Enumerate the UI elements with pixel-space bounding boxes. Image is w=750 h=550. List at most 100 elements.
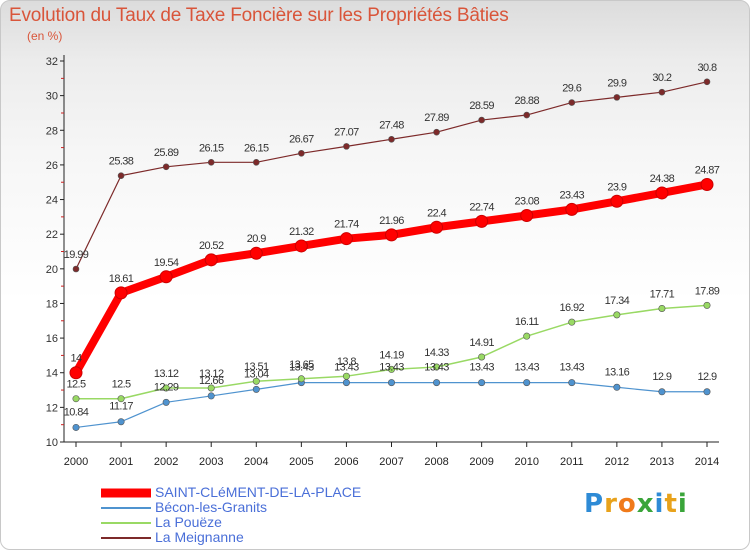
y-tick-label: 12 (46, 402, 58, 414)
x-tick-label: 2005 (289, 456, 313, 468)
series-3-point (703, 78, 711, 86)
logo-letter: t (664, 489, 678, 519)
series-1-point (658, 388, 666, 396)
series-2-point (252, 377, 260, 385)
data-label: 16.92 (560, 302, 585, 314)
data-label: 23.43 (560, 189, 585, 201)
data-label: 14.91 (469, 337, 494, 349)
data-label: 17.71 (650, 288, 675, 300)
x-tick-label: 2008 (424, 456, 448, 468)
series-2-point (433, 363, 441, 371)
series-1-point (523, 379, 531, 387)
data-label: 30.8 (697, 62, 716, 74)
data-label: 17.34 (605, 295, 630, 307)
series-0-point (339, 232, 353, 246)
data-label: 22.4 (427, 207, 446, 219)
logo-letter: x (636, 489, 655, 519)
series-2-point (297, 375, 305, 383)
data-label: 14.19 (379, 349, 404, 361)
data-label: 13.43 (424, 362, 449, 374)
series-3-point (523, 111, 531, 119)
data-label: 19.99 (64, 249, 89, 261)
x-tick-label: 2002 (154, 456, 178, 468)
series-2-point (207, 384, 215, 392)
data-label: 13.43 (289, 362, 314, 374)
data-label: 13.65 (289, 359, 314, 371)
series-3-point (388, 135, 395, 143)
data-label: 29.6 (562, 83, 581, 95)
y-tick-label: 18 (46, 298, 58, 310)
legend-item: La Pouëze (101, 514, 441, 530)
data-label: 26.15 (244, 142, 269, 154)
series-3-point (252, 159, 260, 166)
proxiti-logo: Proxiti (584, 489, 688, 519)
data-label: 26.15 (199, 142, 224, 154)
data-label: 13.04 (244, 368, 269, 380)
series-1-point (613, 383, 621, 391)
data-label: 13.43 (469, 362, 494, 374)
data-label: 12.5 (112, 379, 131, 391)
y-tick-label: 14 (46, 368, 58, 380)
series-0-point (294, 239, 308, 253)
data-label: 23.08 (514, 195, 539, 207)
data-label: 19.54 (154, 257, 179, 269)
series-0-point (475, 214, 489, 228)
series-3-point (298, 150, 305, 157)
series-3-point (613, 94, 621, 101)
y-tick-label: 32 (46, 56, 58, 68)
data-label: 24.38 (650, 173, 675, 185)
data-label: 29.9 (607, 77, 626, 89)
x-tick-label: 2013 (650, 456, 674, 468)
legend-item: SAINT-CLéMENT-DE-LA-PLACE (101, 484, 441, 500)
series-1-point (478, 379, 486, 387)
data-label: 12.66 (199, 375, 224, 387)
legend-swatch (101, 488, 151, 497)
series-0-point (249, 246, 263, 260)
data-label: 13.43 (560, 362, 585, 374)
data-label: 12.9 (697, 371, 716, 383)
data-label: 16.11 (515, 316, 539, 328)
logo-letter: i (677, 489, 688, 519)
series-1-point (433, 379, 441, 387)
y-tick-label: 22 (46, 229, 58, 241)
x-tick-label: 2010 (514, 456, 538, 468)
data-label: 28.59 (469, 100, 494, 112)
y-tick-label: 26 (46, 160, 58, 172)
logo-letter: o (617, 489, 637, 519)
legend-label: La Meignanne (155, 529, 244, 545)
data-label: 18.61 (109, 273, 134, 285)
series-1-point (387, 379, 395, 387)
legend-item: La Meignanne (101, 529, 441, 545)
data-label: 21.32 (289, 226, 314, 238)
series-3-point (207, 159, 215, 166)
series-2-point (703, 301, 711, 309)
data-label: 13.12 (199, 368, 224, 380)
y-tick-label: 30 (46, 91, 58, 103)
data-label: 20.9 (247, 233, 266, 245)
series-0-point (520, 208, 534, 222)
series-1-point (703, 388, 711, 396)
legend-swatch (101, 521, 151, 524)
x-tick-label: 2000 (64, 456, 88, 468)
series-0-point (385, 228, 398, 242)
data-label: 27.48 (379, 119, 404, 131)
series-0-point (655, 186, 669, 200)
legend-label: La Pouëze (155, 514, 222, 530)
series-1-point (162, 398, 170, 406)
data-label: 11.17 (109, 401, 133, 413)
x-tick-label: 2012 (605, 456, 629, 468)
y-tick-label: 28 (46, 125, 58, 137)
logo-letter: P (584, 489, 605, 519)
chart-title: Evolution du Taux de Taxe Foncière sur l… (9, 5, 509, 26)
series-2-point (342, 372, 350, 380)
unit-label: (en %) (27, 29, 63, 43)
series-1-point (342, 379, 350, 387)
data-label: 23.9 (607, 181, 626, 193)
x-tick-label: 2004 (244, 456, 268, 468)
legend-swatch (101, 536, 151, 539)
series-1-point (252, 385, 260, 393)
logo-letter: i (654, 489, 665, 519)
series-0-point (610, 194, 624, 208)
